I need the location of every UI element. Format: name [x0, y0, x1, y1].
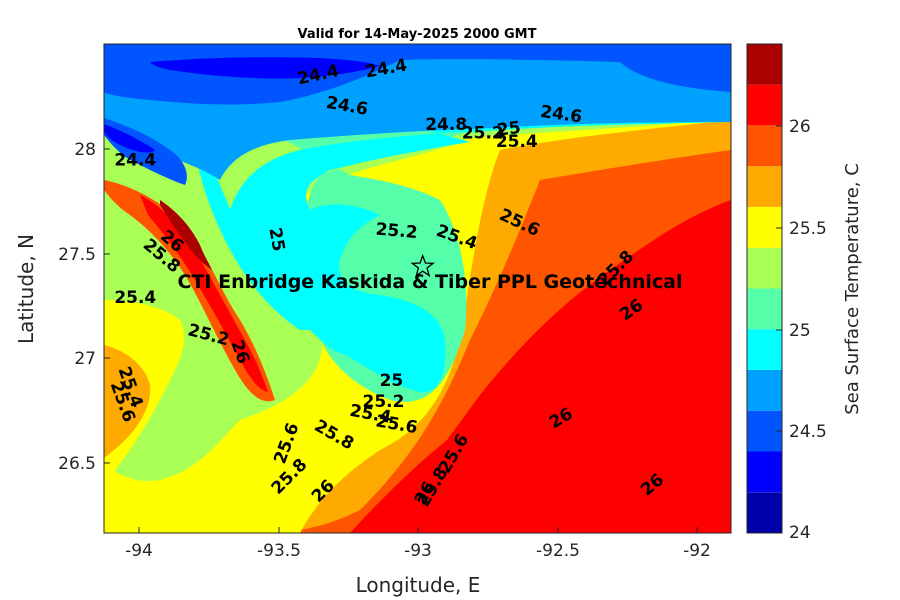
colorbar-tick-label: 24: [789, 523, 811, 543]
band-24-2-nw: [104, 124, 155, 153]
x-tick-label: -93: [404, 541, 432, 561]
contour-label: 25.2: [462, 124, 504, 144]
contour-label: 25.2: [375, 220, 419, 244]
colorbar-tick-label: 26: [789, 117, 811, 137]
colorbar-swatch: [747, 288, 782, 330]
site-marker: [410, 253, 436, 278]
map-title: Valid for 14-May-2025 2000 GMT: [298, 27, 537, 42]
x-tick-label: -94: [125, 541, 153, 561]
band-24-2: [150, 57, 380, 79]
colorbar-frame: [746, 43, 783, 534]
colorbar-swatch: [747, 207, 782, 248]
colorbar-swatch: [747, 329, 782, 370]
contour-label: 25: [380, 371, 404, 391]
colorbar-swatch: [747, 247, 782, 289]
x-tick-label: -92.5: [536, 541, 580, 561]
band-26-0-coast: [140, 195, 268, 392]
y-axis-label: Latitude, N: [14, 234, 38, 344]
colorbar-swatches: [747, 44, 782, 533]
contour-label: 25: [496, 118, 522, 141]
colorbar-swatch: [747, 166, 782, 207]
colorbar-swatch: [747, 370, 782, 411]
colorbar-label: Sea Surface Temperature, C: [842, 163, 863, 415]
colorbar-swatch: [747, 125, 782, 167]
band-25-8-coast: [104, 180, 275, 402]
colorbar-swatch: [747, 492, 782, 533]
y-tick-label: 28: [74, 140, 96, 160]
y-tick-label: 27: [74, 349, 96, 369]
x-tick-label: -92: [683, 541, 711, 561]
colorbar-tick-label: 24.5: [789, 422, 827, 442]
contour-label: 25.4: [114, 288, 156, 308]
contour-label: 25.4: [496, 132, 538, 152]
band-26-0-se: [350, 248, 731, 533]
x-axis: -94 -93.5 -93 -92.5 -92 Longitude, E: [125, 527, 711, 597]
contour-label: 25: [264, 226, 288, 253]
band-25-6-sw: [104, 345, 151, 458]
x-axis-label: Longitude, E: [356, 573, 481, 597]
site-label: CTI Enbridge Kaskida & Tiber PPL Geotech…: [178, 271, 683, 293]
contour-field: [104, 44, 731, 533]
y-tick-label: 27.5: [58, 245, 96, 265]
y-axis: 28 27.5 27 26.5 Latitude, N: [14, 140, 110, 474]
band-26-2-coast: [160, 200, 212, 270]
x-tick-label: -93.5: [257, 541, 301, 561]
y-tick-label: 26.5: [58, 454, 96, 474]
colorbar-swatch: [747, 84, 782, 126]
contour-label: 24.8: [425, 115, 467, 135]
colorbar-tick-label: 25.5: [789, 219, 827, 239]
colorbar: 26 25.5 25 24.5 24 Sea Surface Temperatu…: [746, 43, 863, 543]
colorbar-swatch: [747, 451, 782, 493]
contour-label: 24.4: [114, 151, 156, 171]
band-25-0: [104, 44, 731, 402]
colorbar-tick-label: 25: [789, 321, 811, 341]
colorbar-swatch: [747, 44, 782, 85]
contour-label: 25.2: [363, 392, 405, 412]
star-icon: [410, 253, 436, 278]
